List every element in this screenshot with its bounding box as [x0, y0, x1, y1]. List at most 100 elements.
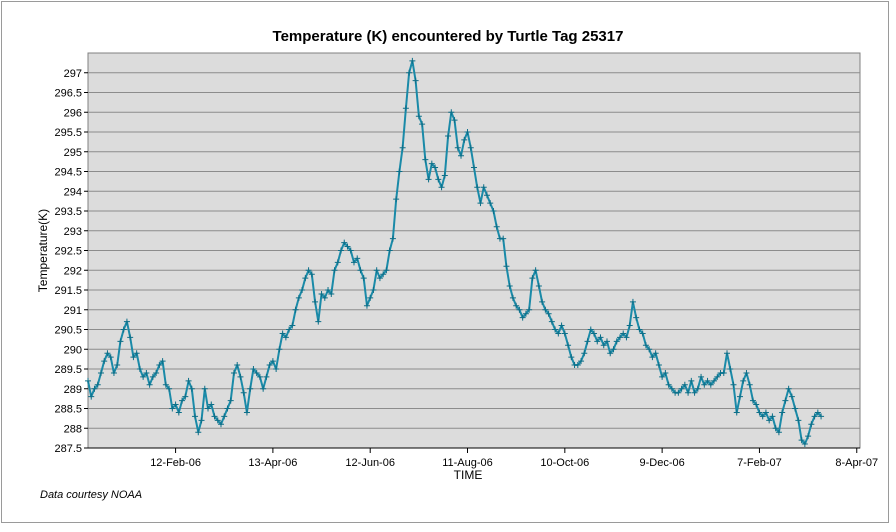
- data-point-marker: [402, 105, 409, 112]
- data-point-marker: [506, 283, 513, 290]
- data-point-marker: [153, 369, 160, 376]
- data-point-marker: [360, 275, 367, 282]
- data-point-marker: [256, 373, 263, 380]
- data-point-marker: [240, 389, 247, 396]
- y-tick-label: 291: [64, 305, 82, 317]
- data-point-marker: [681, 381, 688, 388]
- data-point-marker: [451, 117, 458, 124]
- data-point-marker: [746, 381, 753, 388]
- data-point-marker: [613, 338, 620, 345]
- data-point-marker: [458, 152, 465, 159]
- data-point-marker: [166, 385, 173, 392]
- data-point-marker: [367, 294, 374, 301]
- data-point-marker: [97, 369, 104, 376]
- y-tick-label: 290: [64, 344, 82, 356]
- data-point-marker: [221, 413, 228, 420]
- chart-title: Temperature (K) encountered by Turtle Ta…: [272, 28, 624, 45]
- y-tick-label: 289.5: [54, 364, 82, 376]
- data-point-marker: [133, 350, 140, 357]
- data-point-marker: [217, 421, 224, 428]
- data-point-marker: [629, 298, 636, 305]
- data-point-marker: [363, 302, 370, 309]
- data-point-marker: [509, 294, 516, 301]
- data-point-marker: [198, 417, 205, 424]
- data-point-marker: [201, 385, 208, 392]
- data-point-marker: [519, 314, 526, 321]
- data-point-marker: [276, 346, 283, 353]
- data-point-marker: [376, 275, 383, 282]
- data-point-marker: [357, 267, 364, 274]
- data-point-marker: [461, 136, 468, 143]
- data-point-marker: [711, 377, 718, 384]
- data-point-marker: [795, 417, 802, 424]
- data-point-marker: [370, 287, 377, 293]
- data-point-marker: [396, 168, 403, 175]
- data-point-marker: [279, 330, 286, 337]
- data-point-marker: [788, 393, 795, 400]
- data-point-marker: [555, 330, 562, 337]
- data-point-marker: [224, 405, 231, 412]
- data-point-marker: [393, 196, 400, 203]
- data-point-marker: [237, 373, 244, 380]
- data-point-marker: [347, 247, 354, 254]
- data-point-marker: [247, 385, 254, 392]
- data-point-marker: [811, 413, 818, 420]
- data-point-marker: [740, 377, 747, 384]
- data-point-marker: [389, 235, 396, 242]
- data-point-marker: [503, 263, 510, 270]
- data-point-marker: [633, 314, 640, 321]
- data-point-marker: [762, 409, 769, 416]
- data-point-marker: [299, 287, 306, 293]
- data-point-marker: [483, 192, 490, 199]
- data-point-marker: [292, 306, 299, 313]
- y-tick-label: 296.5: [54, 88, 82, 100]
- data-point-marker: [652, 350, 659, 357]
- data-point-marker: [260, 385, 267, 392]
- data-point-marker: [325, 287, 332, 293]
- data-point-marker: [594, 338, 601, 345]
- data-point-marker: [104, 350, 111, 357]
- x-tick-label: 12-Jun-06: [345, 457, 395, 469]
- data-point-marker: [315, 318, 322, 325]
- data-point-marker: [273, 366, 280, 372]
- y-tick-label: 288: [64, 423, 82, 435]
- data-point-marker: [169, 405, 176, 412]
- grid-lines: [88, 72, 860, 429]
- data-point-marker: [211, 413, 218, 420]
- data-point-marker: [662, 369, 669, 376]
- data-point-marker: [545, 310, 552, 317]
- y-axis-label: Temperature(K): [36, 209, 50, 292]
- data-point-marker: [159, 358, 166, 365]
- data-point-marker: [591, 330, 598, 337]
- y-tick-label: 291.5: [54, 285, 82, 297]
- y-tick-label: 292.5: [54, 246, 82, 258]
- data-point-marker: [172, 401, 179, 408]
- data-point-marker: [655, 362, 662, 369]
- data-point-marker: [500, 235, 507, 242]
- data-point-marker: [192, 413, 199, 420]
- data-point-marker: [694, 385, 701, 392]
- data-point-marker: [688, 377, 695, 384]
- data-point-marker: [438, 184, 445, 191]
- data-point-marker: [636, 326, 643, 333]
- data-point-marker: [769, 413, 776, 420]
- data-point-marker: [704, 377, 711, 384]
- data-point-marker: [227, 397, 234, 404]
- data-point-marker: [639, 330, 646, 337]
- y-tick-label: 294: [64, 186, 82, 198]
- data-point-marker: [308, 271, 315, 278]
- data-point-marker: [188, 385, 195, 392]
- data-point-marker: [107, 354, 114, 361]
- data-point-marker: [149, 373, 156, 380]
- data-point-marker: [140, 373, 147, 380]
- temperature-markers: [85, 57, 825, 448]
- data-point-marker: [146, 381, 153, 388]
- data-point-marker: [445, 132, 452, 139]
- data-point-marker: [422, 156, 429, 163]
- y-axis-ticks: 287.5 288 288.5 289 289.5 290 290.5 291 291.5 292…: [54, 68, 88, 455]
- data-point-marker: [782, 397, 789, 404]
- data-point-marker: [600, 342, 607, 349]
- data-point-marker: [818, 413, 825, 420]
- data-point-marker: [730, 381, 737, 388]
